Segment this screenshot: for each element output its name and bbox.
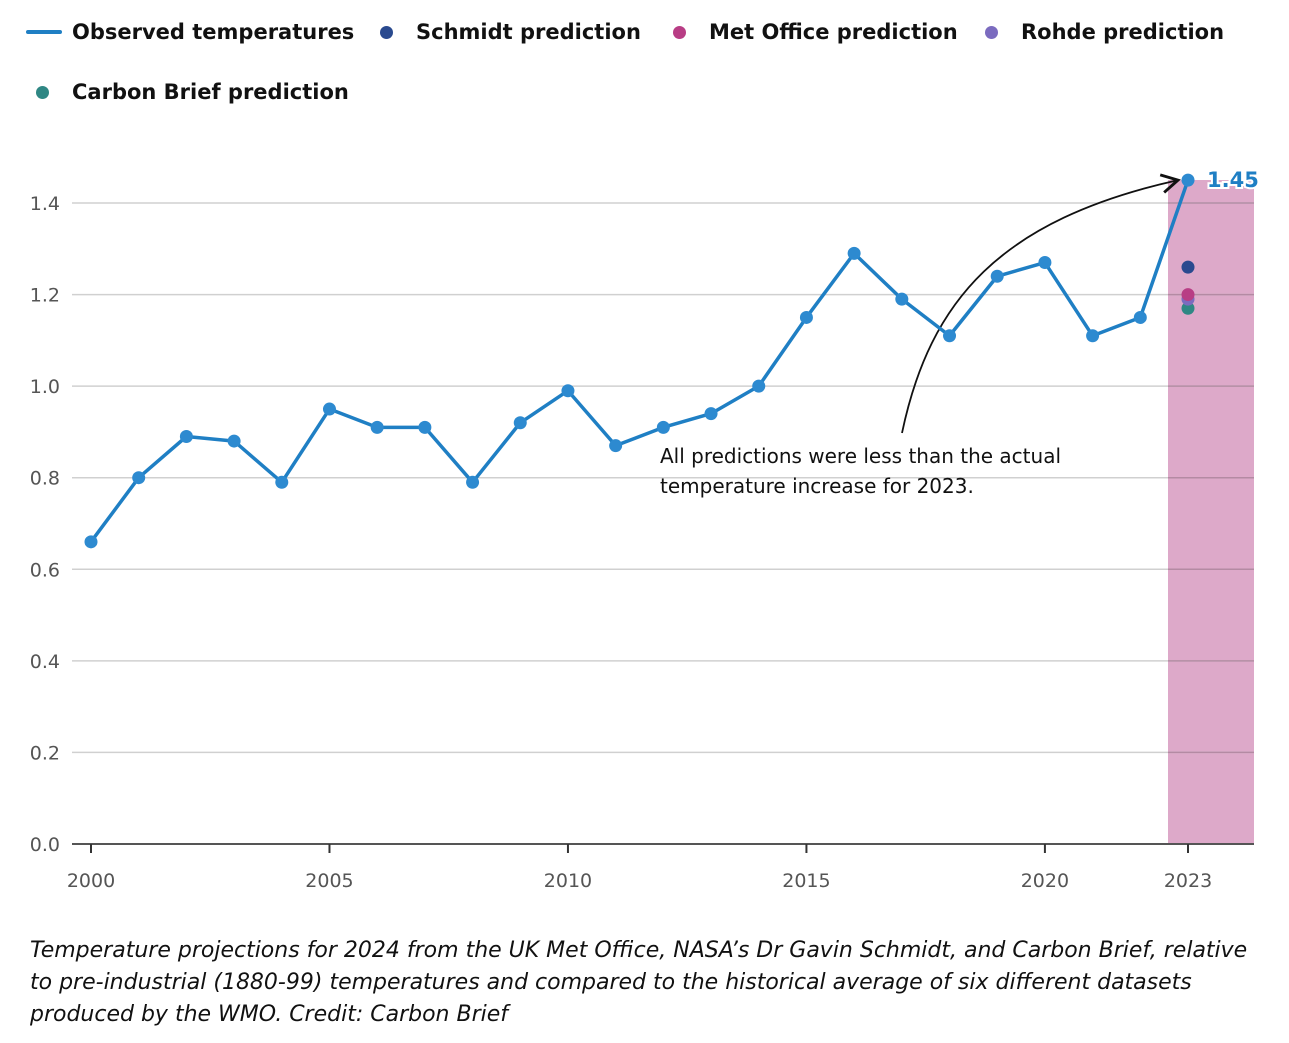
- legend-dot-marker: [673, 25, 686, 39]
- met-office-prediction-point: [1181, 288, 1195, 302]
- y-tick-label: 0.4: [30, 651, 60, 673]
- observed-point-2004: [275, 475, 289, 489]
- observed-point-2018: [943, 329, 957, 343]
- observed-point-2014: [752, 379, 766, 393]
- observed-point-2015: [799, 310, 813, 324]
- observed-point-2016: [847, 246, 861, 260]
- observed-temperatures-line: [89, 179, 1190, 543]
- legend-label: Met Office prediction: [709, 20, 958, 44]
- legend-item-observed: Observed temperatures: [26, 20, 354, 44]
- legend-item-met-office: Met Office prediction: [663, 20, 958, 44]
- annotation-text: All predictions were less than the actua…: [660, 444, 1061, 468]
- legend-item-carbon-brief: Carbon Brief prediction: [26, 80, 349, 104]
- x-tick-label: 2023: [1164, 870, 1212, 892]
- legend-label: Carbon Brief prediction: [72, 80, 349, 104]
- legend-label: Schmidt prediction: [416, 20, 641, 44]
- observed-point-2006: [370, 420, 384, 434]
- annotation-arrow: [901, 173, 1181, 434]
- carbon-brief-prediction-point: [1181, 301, 1195, 315]
- annotation-text: temperature increase for 2023.: [660, 474, 974, 498]
- observed-point-2008: [466, 475, 480, 489]
- observed-point-2000: [84, 535, 98, 549]
- observed-point-2003: [227, 434, 241, 448]
- legend-item-schmidt: Schmidt prediction: [370, 20, 641, 44]
- y-tick-label: 1.4: [30, 193, 60, 215]
- legend-label: Observed temperatures: [72, 20, 355, 44]
- observed-point-2002: [179, 430, 193, 444]
- observed-point-2021: [1086, 329, 1100, 343]
- schmidt-prediction-point: [1181, 260, 1195, 274]
- observed-point-2009: [513, 416, 527, 430]
- observed-point-2017: [895, 292, 909, 306]
- x-tick-label: 2010: [544, 870, 592, 892]
- observed-point-2007: [418, 420, 432, 434]
- value-label-2023: 1.45: [1207, 168, 1259, 192]
- legend-dot-marker: [985, 25, 998, 39]
- x-tick-label: 2005: [305, 870, 353, 892]
- legend-dot-marker: [380, 25, 393, 39]
- y-tick-label: 0.6: [30, 559, 60, 581]
- observed-point-2011: [609, 439, 623, 453]
- x-tick-label: 2020: [1021, 870, 1069, 892]
- observed-point-2012: [656, 420, 670, 434]
- observed-point-2005: [322, 402, 336, 416]
- observed-point-2010: [561, 384, 575, 398]
- y-tick-label: 1.2: [30, 285, 60, 307]
- observed-point-2020: [1038, 256, 1052, 270]
- y-tick-label: 1.0: [30, 376, 60, 398]
- legend-label: Rohde prediction: [1021, 20, 1225, 44]
- y-tick-label: 0.0: [30, 834, 60, 856]
- legend-line-marker: [26, 30, 62, 34]
- y-tick-label: 0.8: [30, 468, 60, 490]
- x-tick-label: 2015: [782, 870, 830, 892]
- highlight-band-2023: [1168, 180, 1254, 844]
- figure-caption: Temperature projections for 2024 from th…: [30, 938, 1248, 1027]
- observed-point-2022: [1133, 310, 1147, 324]
- legend-dot-marker: [36, 85, 49, 99]
- observed-point-2001: [132, 471, 146, 485]
- observed-point-2013: [704, 407, 718, 421]
- legend-item-rohde: Rohde prediction: [975, 20, 1224, 44]
- y-tick-label: 0.2: [30, 742, 60, 764]
- x-tick-label: 2000: [67, 870, 115, 892]
- observed-point-2023: [1181, 173, 1195, 187]
- observed-point-2019: [990, 269, 1004, 283]
- temperature-chart: 0.0 0.2 0.4 0.6 0.8 1.0 1.2 1.4 2000 2005 2010 2015…: [30, 166, 1261, 892]
